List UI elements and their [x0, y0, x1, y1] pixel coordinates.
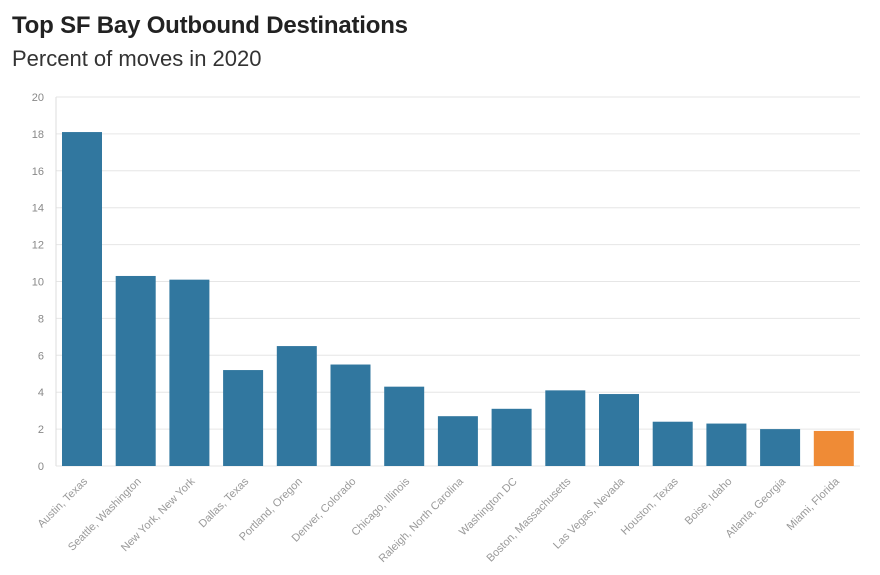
y-tick-label: 20	[32, 92, 44, 104]
y-tick-label: 16	[32, 166, 44, 178]
chart-subtitle: Percent of moves in 2020	[12, 46, 262, 71]
y-tick-label: 12	[32, 240, 44, 252]
bars	[62, 132, 854, 466]
bar	[223, 370, 264, 466]
y-tick-label: 6	[38, 350, 44, 362]
bar	[652, 421, 693, 466]
y-tick-label: 0	[38, 461, 44, 473]
x-category-label: Boise, Idaho	[683, 476, 735, 528]
bar	[545, 390, 586, 466]
bar	[115, 275, 156, 466]
y-tick-label: 10	[32, 277, 44, 289]
chart-title: Top SF Bay Outbound Destinations	[12, 12, 408, 39]
y-tick-label: 14	[32, 203, 44, 215]
y-axis-ticks: 0 2 4 6 8 10 12 14 16 18 20	[32, 92, 44, 473]
bar	[491, 408, 532, 466]
bar	[599, 394, 639, 466]
bar	[706, 423, 747, 466]
bar	[437, 416, 478, 466]
y-tick-label: 2	[38, 424, 44, 436]
bar	[384, 386, 425, 466]
x-category-label: Austin, Texas	[36, 475, 91, 530]
bar	[760, 429, 801, 466]
bar-highlighted	[813, 430, 854, 466]
y-tick-label: 4	[38, 387, 44, 399]
x-category-label: Houston, Texas	[619, 475, 681, 537]
y-tick-label: 8	[38, 313, 44, 325]
bar	[276, 346, 317, 466]
x-category-label: Dallas, Texas	[197, 475, 252, 530]
y-tick-label: 18	[32, 129, 44, 141]
bar	[169, 279, 210, 466]
bar	[62, 132, 102, 466]
bar	[330, 364, 371, 466]
x-category-label: Miami, Florida	[785, 475, 843, 533]
